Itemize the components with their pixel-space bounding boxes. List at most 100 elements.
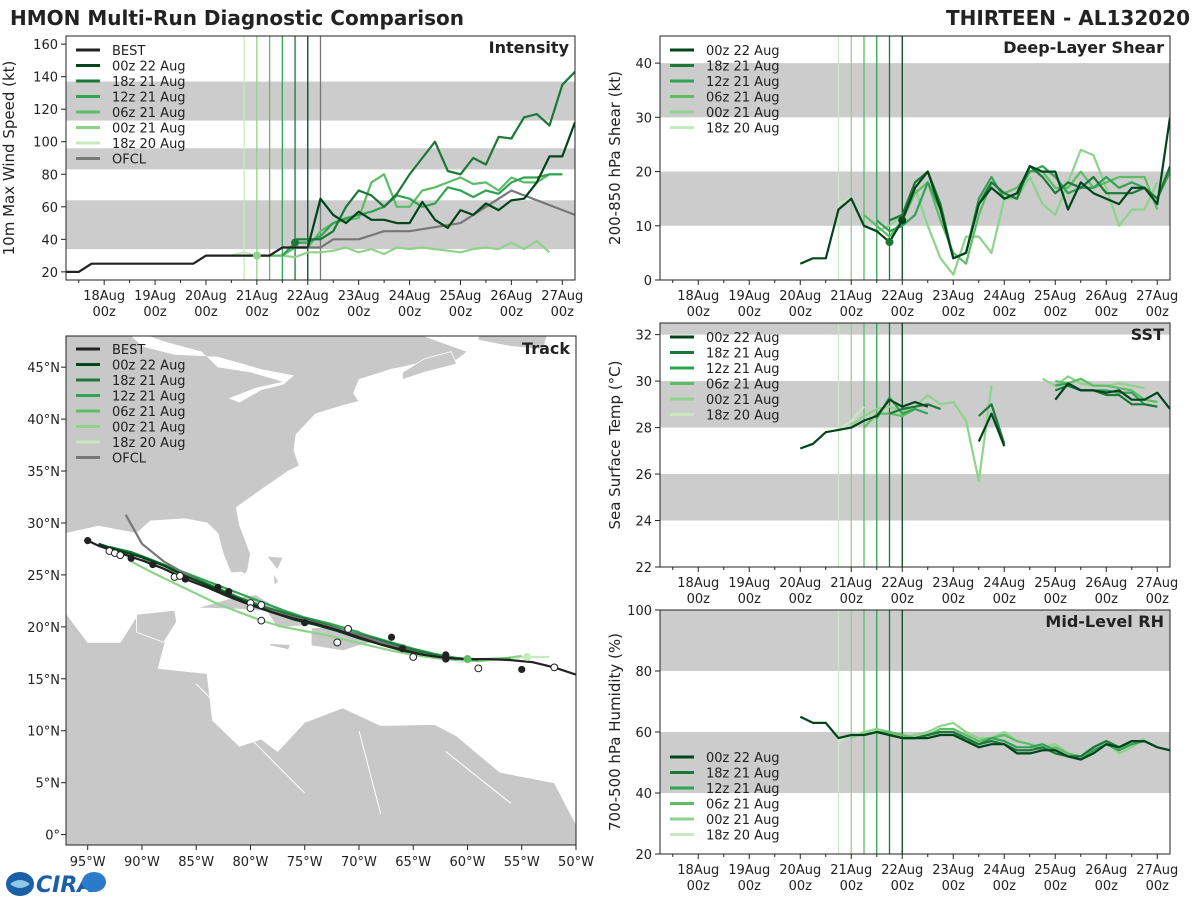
sst-panel: 22242628303218Aug00z19Aug00z20Aug00z21Au…	[606, 322, 1178, 607]
shear-legend-label-18z-21-aug: 18z 21 Aug	[706, 60, 780, 75]
shear-marker-1	[885, 238, 894, 247]
intensity-xtick-date-20aug: 20Aug	[185, 289, 227, 304]
sst-legend-label-06z-21-aug: 06z 21 Aug	[706, 378, 780, 393]
intensity-xtick-hour-26aug: 00z	[500, 305, 524, 320]
sst-series-00z-21-aug-1	[850, 385, 993, 483]
track-marker-06z	[463, 655, 472, 664]
sst-xtick-hour-20aug: 00z	[789, 592, 813, 607]
shear-xtick-hour-21aug: 00z	[840, 305, 864, 320]
sst-band-2	[660, 323, 1170, 335]
rh-plot-area	[660, 610, 1170, 854]
sst-xtick-date-25aug: 25Aug	[1034, 576, 1076, 591]
rh-xtick-hour-25aug: 00z	[1044, 879, 1068, 894]
rh-legend-label-00z-22-aug: 00z 22 Aug	[706, 751, 780, 766]
land-yucatan	[136, 609, 178, 643]
intensity-xtick-date-23aug: 23Aug	[338, 289, 380, 304]
lon-tick-label-55: 55°W	[504, 855, 540, 870]
sst-xtick-date-21aug: 21Aug	[830, 576, 872, 591]
shear-xtick-date-23aug: 23Aug	[932, 289, 974, 304]
shear-xtick-hour-18aug: 00z	[687, 305, 711, 320]
sst-series-00z-22-aug-10	[799, 398, 929, 450]
best-track-point-9	[442, 655, 450, 663]
intensity-legend-label-06z-21-aug: 06z 21 Aug	[112, 106, 186, 121]
shear-ytick-label-0: 0	[644, 274, 652, 289]
land-newfoundland	[477, 336, 548, 350]
sst-xtick-date-24aug: 24Aug	[983, 576, 1025, 591]
sst-ytick-label-24: 24	[635, 515, 652, 530]
intensity-series-12z-21-aug-3	[281, 173, 563, 257]
intensity-ytick-label-140: 140	[33, 71, 58, 86]
intensity-ytick-label-160: 160	[33, 38, 58, 53]
track-legend-label-00z-21-aug: 00z 21 Aug	[112, 421, 186, 436]
sst-series-18z-20-aug-0	[837, 405, 865, 431]
lon-tick-label-80: 80°W	[233, 855, 269, 870]
rh-legend-label-18z-20-aug: 18z 20 Aug	[706, 829, 780, 844]
intensity-legend-label-12z-21-aug: 12z 21 Aug	[112, 91, 186, 106]
track-line-best	[87, 539, 576, 676]
shear-xtick-date-20aug: 20Aug	[779, 289, 821, 304]
lat-tick-label-35: 35°N	[27, 465, 60, 480]
best-track-open-point-13	[550, 663, 559, 672]
shear-plot-area	[660, 36, 1170, 280]
sst-xtick-hour-26aug: 00z	[1095, 592, 1119, 607]
shear-legend-label-00z-22-aug: 00z 22 Aug	[706, 44, 780, 59]
intensity-series-best-6	[66, 246, 308, 273]
rh-legend-label-06z-21-aug: 06z 21 Aug	[706, 798, 780, 813]
intensity-ytick-label-120: 120	[33, 103, 58, 118]
lat-tick-label-20: 20°N	[27, 621, 60, 636]
rh-xtick-date-24aug: 24Aug	[983, 863, 1025, 878]
intensity-series-00z-22-aug-7	[306, 121, 575, 248]
rh-xtick-date-18aug: 18Aug	[677, 863, 719, 878]
shear-xtick-date-22aug: 22Aug	[881, 289, 923, 304]
rh-legend-label-00z-21-aug: 00z 21 Aug	[706, 813, 780, 828]
sst-panel-title: SST	[1131, 325, 1164, 344]
rh-xtick-hour-18aug: 00z	[687, 879, 711, 894]
best-track-point-1	[127, 554, 135, 562]
shear-xtick-date-21aug: 21Aug	[830, 289, 872, 304]
rh-legend-label-18z-21-aug: 18z 21 Aug	[706, 767, 780, 782]
lon-tick-label-95: 95°W	[70, 855, 106, 870]
intensity-marker-1	[291, 238, 300, 247]
track-legend-label-best: BEST	[112, 343, 145, 358]
rh-xtick-date-19aug: 19Aug	[728, 863, 770, 878]
track-legend-label-06z-21-aug: 06z 21 Aug	[112, 405, 186, 420]
lon-tick-label-60: 60°W	[450, 855, 486, 870]
lon-tick-label-85: 85°W	[178, 855, 214, 870]
best-track-open-point-4	[176, 572, 184, 580]
intensity-legend-label-best: BEST	[112, 44, 145, 59]
intensity-xtick-date-19aug: 19Aug	[134, 289, 176, 304]
rh-xtick-hour-20aug: 00z	[789, 879, 813, 894]
intensity-xtick-hour-21aug: 00z	[245, 305, 269, 320]
sst-series-00z-22-aug-11	[977, 412, 1006, 447]
track-map-area	[66, 336, 576, 845]
intensity-panel: 2040608010012014016018Aug00z19Aug00z20Au…	[0, 35, 583, 320]
sst-ytick-label-22: 22	[635, 561, 652, 576]
intensity-xtick-hour-23aug: 00z	[347, 305, 371, 320]
intensity-xtick-date-24aug: 24Aug	[389, 289, 431, 304]
intensity-legend-label-00z-22-aug: 00z 22 Aug	[112, 60, 186, 75]
best-track-point-4	[214, 583, 222, 591]
track-legend-label-18z-20-aug: 18z 20 Aug	[112, 436, 186, 451]
shear-xtick-date-19aug: 19Aug	[728, 289, 770, 304]
track-panel-title: Track	[522, 339, 570, 358]
shear-legend-label-18z-20-aug: 18z 20 Aug	[706, 122, 780, 137]
shear-series-06z-21-aug-2	[863, 170, 1159, 265]
shear-panel: 01020304018Aug00z19Aug00z20Aug00z21Aug00…	[606, 35, 1178, 320]
track-legend-label-00z-22-aug: 00z 22 Aug	[112, 359, 186, 374]
shear-xtick-date-24aug: 24Aug	[983, 289, 1025, 304]
intensity-frame	[65, 35, 576, 281]
track-line-00z-21-aug	[130, 560, 522, 663]
shear-xtick-hour-26aug: 00z	[1095, 305, 1119, 320]
cira-swirl-icon	[10, 880, 30, 888]
shear-xtick-hour-23aug: 00z	[942, 305, 966, 320]
rh-xtick-date-22aug: 22Aug	[881, 863, 923, 878]
shear-xtick-hour-24aug: 00z	[993, 305, 1017, 320]
rh-xtick-hour-22aug: 00z	[891, 879, 915, 894]
sst-xtick-hour-23aug: 00z	[942, 592, 966, 607]
sst-xtick-hour-22aug: 00z	[891, 592, 915, 607]
sst-ylabel: Sea Surface Temp (°C)	[606, 360, 624, 529]
track-marker-18z20	[523, 652, 532, 661]
lat-tick-label-0: 0°	[45, 829, 60, 844]
intensity-series-00z-21-aug-1	[256, 239, 551, 259]
rh-xtick-date-21aug: 21Aug	[830, 863, 872, 878]
